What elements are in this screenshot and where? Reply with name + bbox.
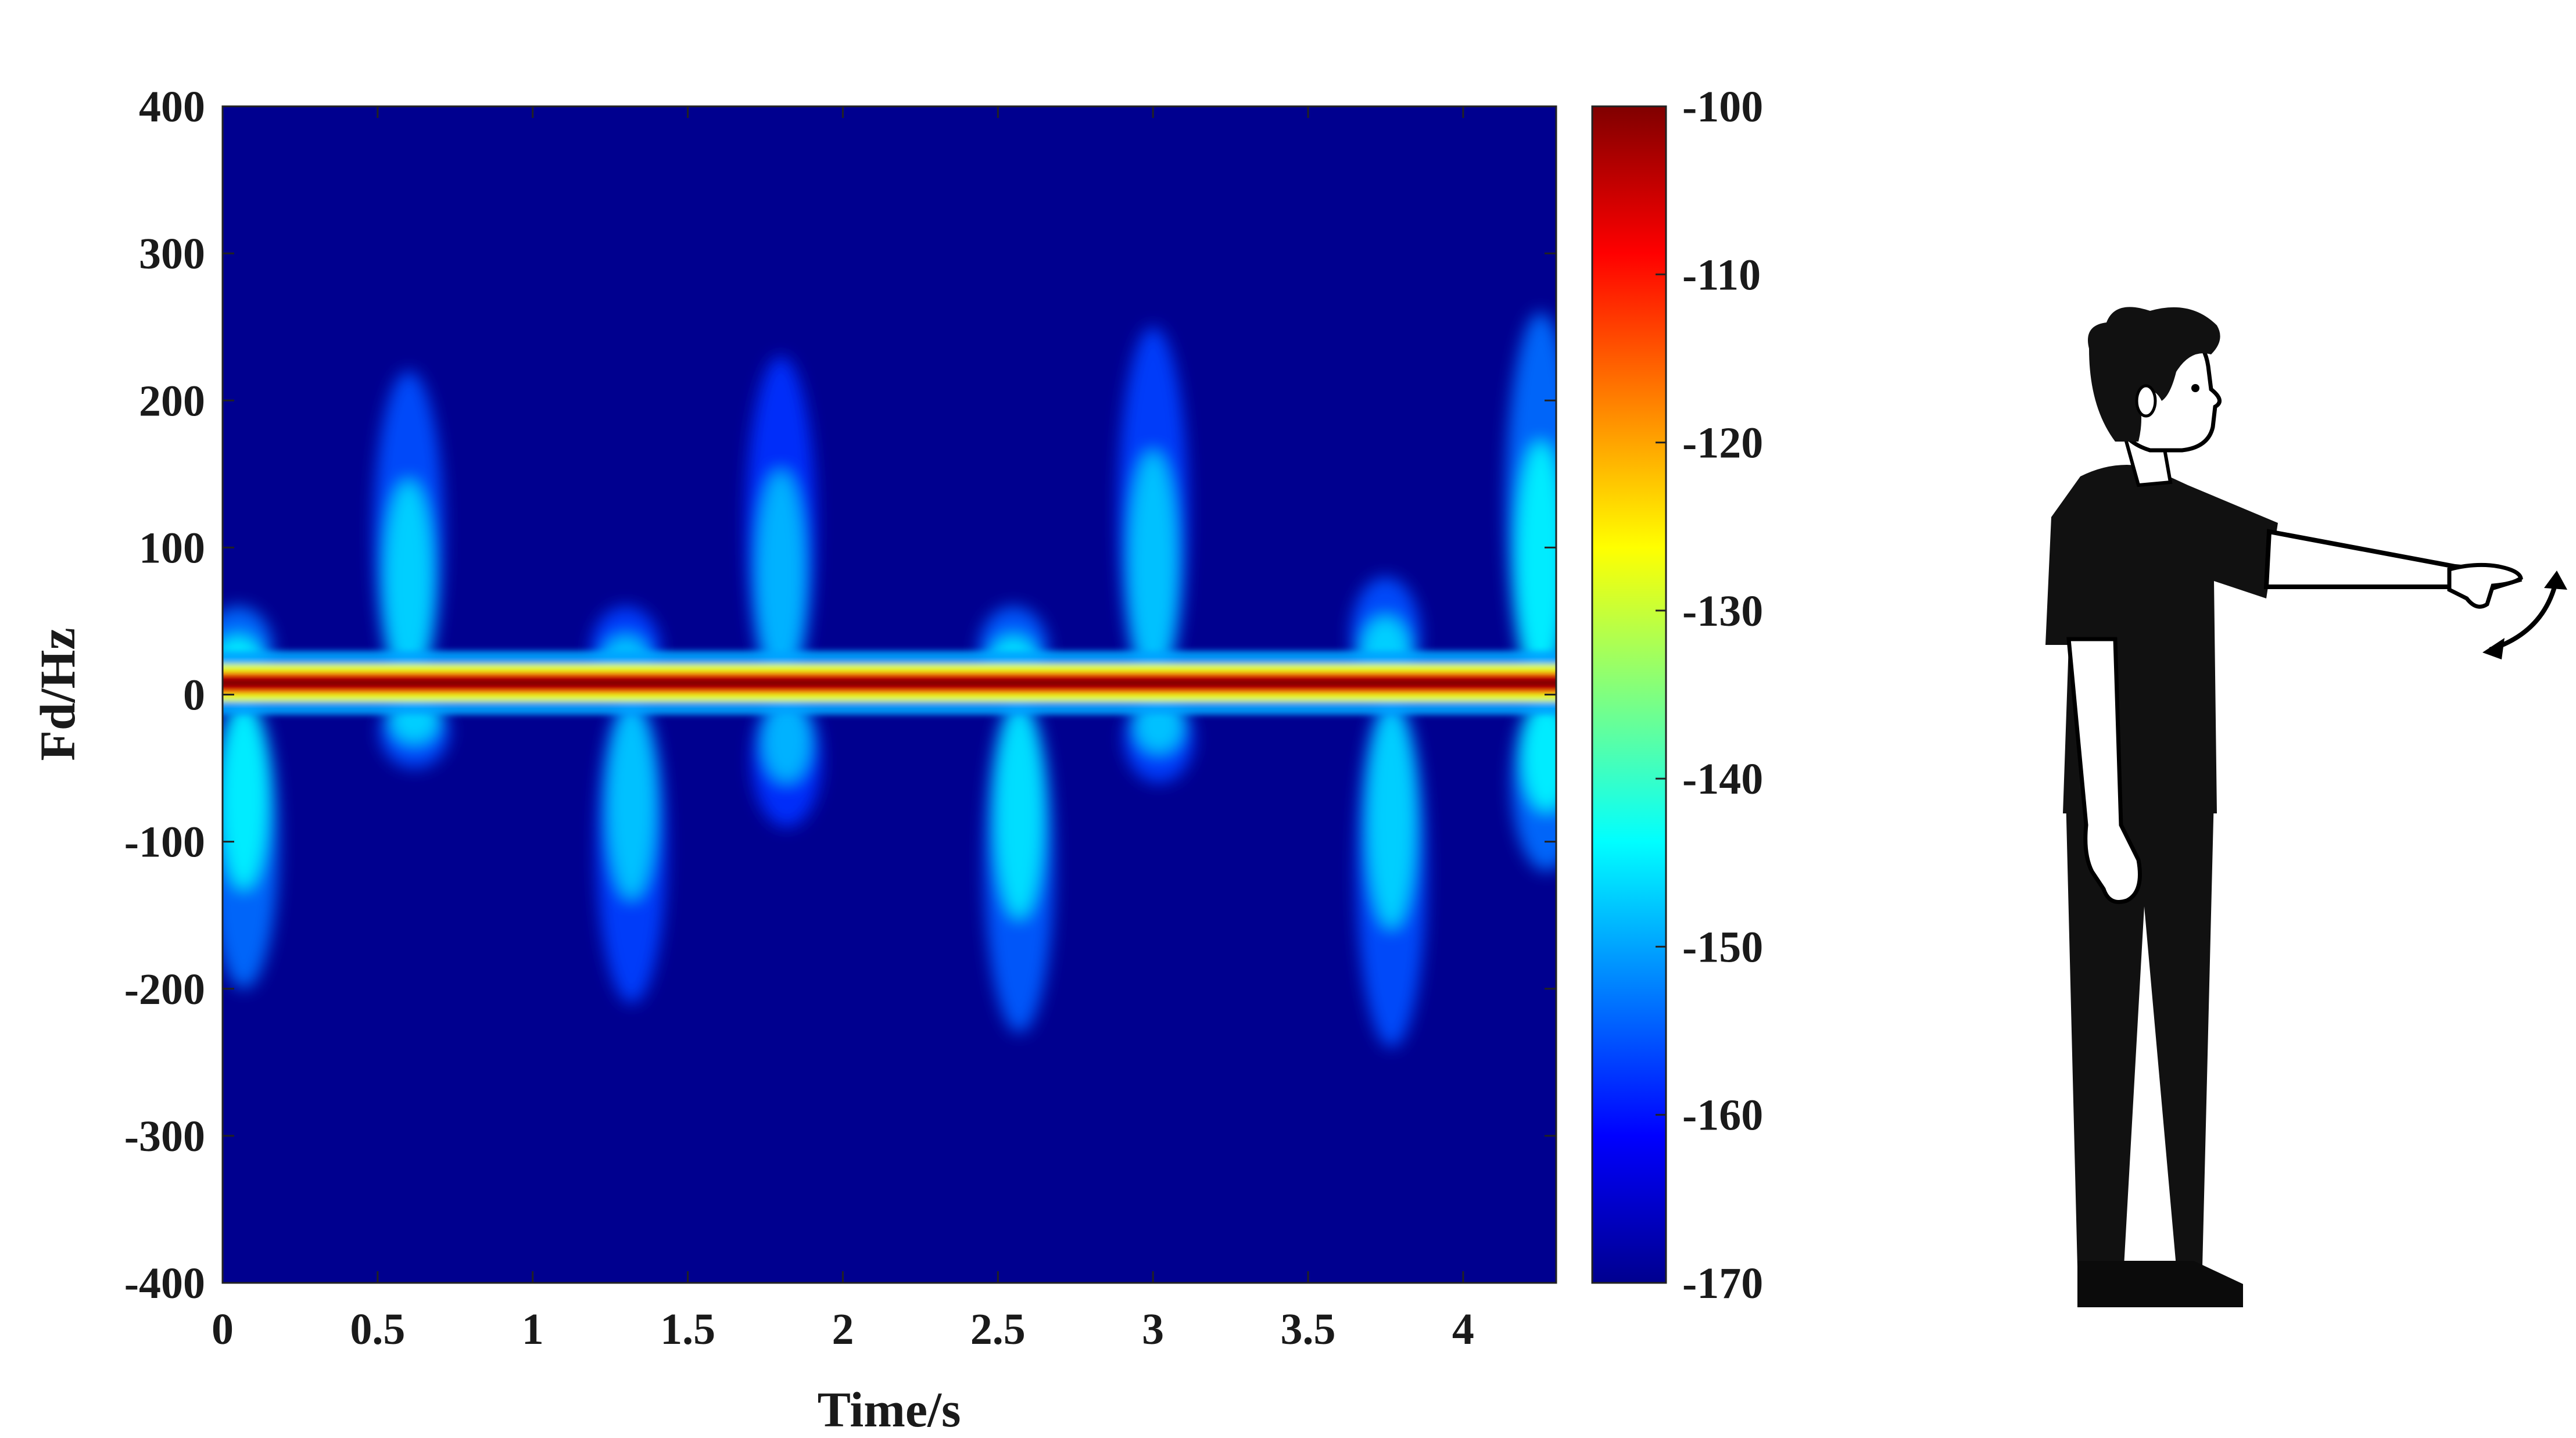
y-tick-label: 0 [183,671,205,720]
x-tick-label: 2.5 [970,1305,1026,1354]
y-tick-label: -200 [124,965,205,1014]
y-axis-title: Fd/Hz [30,627,85,761]
colorbar-ticks: -100 -110 -120 -130 -140 -150 -160 -170 [1656,83,1763,1308]
y-tick-label: -300 [124,1112,205,1161]
x-tick-label: 3 [1142,1305,1164,1354]
colorbar: -100 -110 -120 -130 -140 -150 -160 -170 [1591,83,1763,1308]
eye [2191,384,2199,392]
shoes [2077,1261,2243,1307]
y-tick-label: -100 [124,818,205,867]
burst-lower-inner [1522,701,1556,812]
colorbar-tick-label: -110 [1682,250,1761,299]
curved-double-arrow-icon [2482,571,2567,659]
y-tick-label: 200 [139,376,205,425]
person-waving-hand-icon [2045,307,2523,1307]
y-tick-label: 300 [139,229,205,278]
colorbar-gradient [1591,105,1667,1284]
hair [2088,307,2220,442]
ear [2135,384,2157,418]
y-tick-label: 100 [139,523,205,572]
burst-upper-inner [384,480,433,683]
waving-hand [2447,562,2523,609]
heat-layer [223,312,1556,1048]
burst-lower-inner [223,705,268,890]
colorbar-tick-label: -170 [1682,1259,1763,1308]
burst-lower-inner [1367,708,1416,928]
x-tick-label: 0.5 [350,1305,405,1354]
x-tick-label: 3.5 [1281,1305,1336,1354]
x-tick-label: 1.5 [660,1305,715,1354]
colorbar-tick-label: -120 [1682,419,1763,468]
hanging-arm [2066,637,2142,904]
colorbar-tick-label: -100 [1682,83,1763,131]
y-tick-label: 400 [139,83,205,131]
x-tick-label: 0 [212,1305,234,1354]
carrier-peak [223,677,1556,688]
colorbar-tick-label: -150 [1682,923,1763,971]
x-tick-label: 1 [522,1305,544,1354]
doppler-burst [1506,312,1556,872]
doppler-burst [1118,327,1194,783]
y-axis-ticks: 400 300 200 100 0 -100 -200 -300 -400 [124,83,1556,1308]
burst-upper-inner [756,470,805,682]
carrier-band [223,651,1556,715]
x-tick-label: 4 [1452,1305,1474,1354]
colorbar-tick-label: -140 [1682,755,1763,804]
burst-upper-inner [1128,451,1178,681]
x-tick-label: 2 [832,1305,854,1354]
colorbar-tick-label: -160 [1682,1091,1763,1140]
burst-lower-inner [994,707,1044,919]
x-axis-ticks: 0 0.5 1 1.5 2 2.5 3 3.5 4 [212,106,1474,1354]
y-tick-label: -400 [124,1259,205,1308]
burst-lower-inner [607,706,656,899]
trousers [2066,796,2214,1267]
doppler-burst [746,356,822,827]
x-axis-title: Time/s [818,1382,961,1437]
burst-upper-inner [1516,441,1556,680]
colorbar-tick-label: -130 [1682,587,1763,636]
burst-lower-inner [762,700,811,783]
spectrogram-plot [221,105,1557,1284]
